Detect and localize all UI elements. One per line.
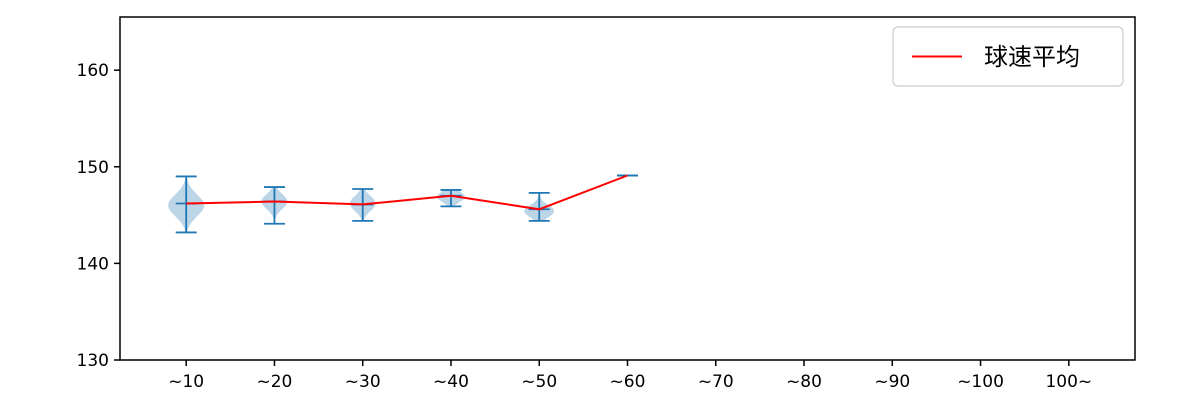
x-tick-label-~90: ~90: [874, 372, 910, 392]
y-tick-label: 130: [77, 351, 109, 371]
x-tick-label-~100: ~100: [957, 372, 1004, 392]
x-tick-label-~50: ~50: [521, 372, 557, 392]
y-axis: 130 140 150 160: [77, 61, 120, 371]
x-tick-label-~30: ~30: [345, 372, 381, 392]
x-tick-label-~80: ~80: [786, 372, 822, 392]
mean-speed-line: [186, 174, 628, 211]
x-tick-label-~10: ~10: [168, 372, 204, 392]
violin-whiskers: [175, 174, 638, 234]
y-tick-label: 160: [77, 61, 109, 81]
y-tick-label: 150: [77, 158, 109, 178]
x-tick-label-100~: 100~: [1045, 372, 1092, 392]
legend: 球速平均: [892, 26, 1124, 87]
x-tick-label-~60: ~60: [610, 372, 646, 392]
x-axis: ~10 ~20 ~30 ~40 ~50 ~60 ~70 ~80 ~90 ~100 100~: [168, 360, 1092, 392]
x-tick-label-~20: ~20: [257, 372, 293, 392]
y-tick-label: 140: [77, 254, 109, 274]
x-tick-label-~70: ~70: [698, 372, 734, 392]
x-tick-label-~40: ~40: [433, 372, 469, 392]
legend-label: 球速平均: [984, 43, 1080, 71]
legend-box: [892, 26, 1124, 87]
